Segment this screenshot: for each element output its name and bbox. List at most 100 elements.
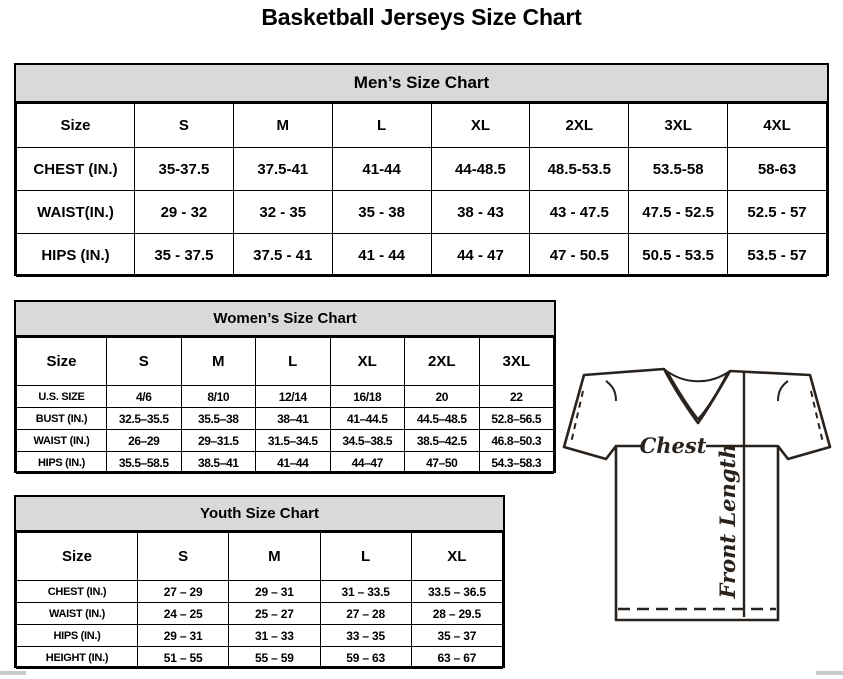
size-value-cell: 50.5 - 53.5 [628,233,729,277]
column-header-row: Size S M L XL [16,532,504,581]
size-value-cell: 31.5–34.5 [255,429,331,452]
row-label: CHEST (IN.) [16,580,138,603]
row-label: HEIGHT (IN.) [16,646,138,669]
column-header: S [106,337,182,386]
table-row: WAIST (IN.) 24 – 25 25 – 27 27 – 28 28 – 29.… [16,602,504,625]
column-header: L [255,337,331,386]
size-value-cell: 47 - 50.5 [529,233,630,277]
size-value-cell: 37.5 - 41 [232,233,333,277]
column-header: Size [16,103,135,148]
table-row: U.S. SIZE 4/6 8/10 12/14 16/18 20 22 [16,385,554,408]
table-row: WAIST(IN.) 29 - 32 32 - 35 35 - 38 38 - 43 43… [16,190,827,234]
sleeve-seam-right [777,380,789,402]
column-header: M [228,532,321,581]
size-value-cell: 32.5–35.5 [106,407,182,430]
size-value-cell: 59 – 63 [319,646,412,669]
table-row: HIPS (IN.) 29 – 31 31 – 33 33 – 35 35 – 37 [16,624,504,647]
size-value-cell: 52.8–56.5 [478,407,554,430]
size-value-cell: 29 – 31 [136,624,230,647]
size-value-cell: 26–29 [106,429,182,452]
size-value-cell: 41-44 [331,147,432,191]
column-header: XL [430,103,531,148]
womens-chart-header: Women’s Size Chart [16,302,554,337]
size-value-cell: 35.5–38 [180,407,256,430]
size-value-cell: 46.8–50.3 [478,429,554,452]
size-value-cell: 32 - 35 [232,190,333,234]
size-value-cell: 53.5 - 57 [727,233,827,277]
size-value-cell: 35 – 37 [410,624,504,647]
size-value-cell: 28 – 29.5 [410,602,504,625]
table-row: BUST (IN.) 32.5–35.5 35.5–38 38–41 41–44.5 44… [16,407,554,430]
size-value-cell: 41–44.5 [329,407,405,430]
cuff-stitch-left [570,390,584,444]
column-header: XL [329,337,405,386]
size-value-cell: 35 - 37.5 [134,233,234,277]
size-value-cell: 24 – 25 [136,602,230,625]
table-row: HIPS (IN.) 35.5–58.5 38.5–41 41–44 44–47 47–5… [16,451,554,474]
column-header: S [136,532,230,581]
jersey-outline-shape [562,367,832,622]
row-label: BUST (IN.) [16,407,107,430]
table-row: CHEST (IN.) 27 – 29 29 – 31 31 – 33.5 33.5 –… [16,580,504,603]
column-header: L [331,103,432,148]
chest-label: Chest [640,433,707,458]
front-length-label: Front Length [715,444,740,600]
size-value-cell: 58-63 [727,147,827,191]
row-label: WAIST (IN.) [16,429,107,452]
womens-size-table: Size S M L XL 2XL 3XL U.S. SIZE 4/6 8/10 12/14 16/1… [16,337,554,474]
size-value-cell: 47.5 - 52.5 [628,190,729,234]
size-value-cell: 54.3–58.3 [478,451,554,474]
size-value-cell: 31 – 33 [228,624,321,647]
horizontal-scrollbar-fragment-right [816,671,843,675]
size-value-cell: 29–31.5 [180,429,256,452]
size-value-cell: 27 – 29 [136,580,230,603]
table-row: CHEST (IN.) 35-37.5 37.5-41 41-44 44-48.5 48.… [16,147,827,191]
row-label: U.S. SIZE [16,385,107,408]
size-value-cell: 37.5-41 [232,147,333,191]
size-value-cell: 44-48.5 [430,147,531,191]
youth-chart-header: Youth Size Chart [16,497,503,532]
collar-back-curve [663,368,731,383]
womens-size-chart: Women’s Size Chart Size S M L XL 2XL 3XL U.S. S… [14,300,556,474]
size-value-cell: 38 - 43 [430,190,531,234]
size-value-cell: 12/14 [255,385,331,408]
size-value-cell: 41–44 [255,451,331,474]
size-value-cell: 8/10 [180,385,256,408]
table-row: WAIST (IN.) 26–29 29–31.5 31.5–34.5 34.5–38.… [16,429,554,452]
size-value-cell: 44.5–48.5 [404,407,480,430]
sleeve-seam-left [605,380,617,402]
size-value-cell: 51 – 55 [136,646,230,669]
size-value-cell: 44–47 [329,451,405,474]
cuff-stitch-right [810,390,824,444]
mens-chart-header: Men’s Size Chart [16,65,827,103]
size-value-cell: 34.5–38.5 [329,429,405,452]
collar-inner-edge [667,372,728,420]
youth-size-table: Size S M L XL CHEST (IN.) 27 – 29 29 – 31 31 – 3… [16,532,504,669]
row-label: CHEST (IN.) [16,147,135,191]
column-header-row: Size S M L XL 2XL 3XL [16,337,554,386]
mens-size-table: Size S M L XL 2XL 3XL 4XL CHEST (IN.) 35-37.5 37.5… [16,103,827,277]
row-label: HIPS (IN.) [16,451,107,474]
row-label: WAIST (IN.) [16,602,138,625]
size-value-cell: 25 – 27 [228,602,321,625]
size-value-cell: 41 - 44 [331,233,432,277]
row-label: HIPS (IN.) [16,624,138,647]
table-row: HIPS (IN.) 35 - 37.5 37.5 - 41 41 - 44 44 - … [16,233,827,277]
size-value-cell: 55 – 59 [228,646,321,669]
size-value-cell: 48.5-53.5 [529,147,630,191]
size-value-cell: 22 [478,385,554,408]
size-value-cell: 33 – 35 [319,624,412,647]
row-label: WAIST(IN.) [16,190,135,234]
size-value-cell: 63 – 67 [410,646,504,669]
column-header: 3XL [478,337,554,386]
table-row: HEIGHT (IN.) 51 – 55 55 – 59 59 – 63 63 – 67 [16,646,504,669]
size-value-cell: 44 - 47 [430,233,531,277]
size-value-cell: 43 - 47.5 [529,190,630,234]
size-value-cell: 33.5 – 36.5 [410,580,504,603]
youth-size-chart: Youth Size Chart Size S M L XL CHEST (IN.) 27 … [14,495,505,669]
column-header-row: Size S M L XL 2XL 3XL 4XL [16,103,827,148]
size-value-cell: 47–50 [404,451,480,474]
column-header: 2XL [404,337,480,386]
column-header: 4XL [727,103,827,148]
column-header: 2XL [529,103,630,148]
